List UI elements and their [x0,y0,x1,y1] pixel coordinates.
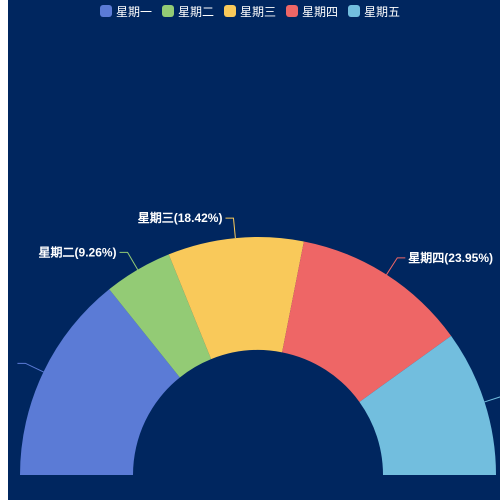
leader-lines-group [17,217,500,403]
slice-labels-group: 星期二(9.26%) 星期三(18.42%) 星期四(23.95%) [39,210,493,265]
legend-item[interactable]: 星期三 [223,3,276,20]
legend-label: 星期三 [239,4,276,19]
slice-5[interactable] [359,335,496,475]
legend-item[interactable]: 星期四 [286,3,338,20]
legend-label: 星期四 [302,4,339,19]
legend-swatch [161,5,174,17]
slice-label-4: 星期四(23.95%) [408,250,493,265]
slices-group [20,237,496,475]
legend: 星期一 星期二 星期三 星期四 星期五 [0,0,500,22]
legend-swatch [348,5,361,17]
legend-swatch [223,5,236,17]
slice-3[interactable] [168,237,304,360]
legend-label: 星期五 [364,4,401,19]
leader-line-3 [225,217,236,239]
leader-line-4 [386,257,406,275]
leader-line-2 [119,251,139,270]
legend-swatch [286,5,298,17]
legend-item[interactable]: 星期二 [161,3,214,20]
slice-label-3: 星期三(18.42%) [138,210,223,225]
legend-label: 星期二 [177,4,214,19]
legend-item[interactable]: 星期五 [348,3,400,20]
legend-item[interactable]: 星期一 [99,3,152,20]
slice-4[interactable] [282,241,452,402]
leader-line-5 [484,396,500,403]
legend-swatch [99,5,112,17]
leader-line-1 [17,362,44,373]
slice-label-2: 星期二(9.26%) [39,244,117,259]
slice-2[interactable] [109,254,212,378]
slice-1[interactable] [20,289,180,475]
legend-label: 星期一 [115,4,152,19]
